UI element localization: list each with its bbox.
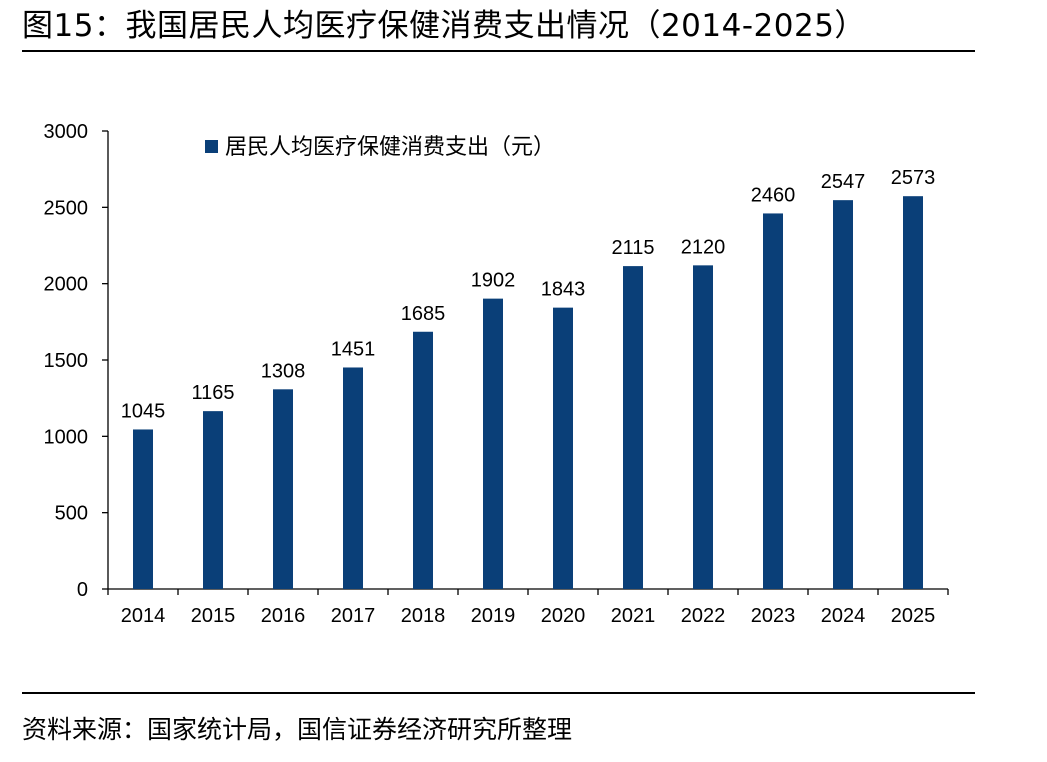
bar [903,196,923,589]
y-tick-label: 500 [55,503,88,525]
x-tick-label: 2020 [541,605,586,627]
bar-value-label: 1902 [471,270,516,292]
bar [343,367,363,589]
x-tick-label: 2021 [611,605,656,627]
y-axis: 0 500 1000 1500 2000 2500 3000 [44,121,109,601]
bar-value-label: 2573 [891,167,936,189]
bar [273,389,293,589]
x-tick-label: 2014 [121,605,166,627]
y-tick-label: 2500 [44,197,89,219]
x-tick-label: 2024 [821,605,866,627]
bar-value-label: 2120 [681,236,726,258]
source-note: 资料来源：国家统计局，国信证券经济研究所整理 [22,715,573,744]
bar-value-label: 1308 [261,360,306,382]
x-tick-label: 2019 [471,605,516,627]
y-tick-label: 2000 [44,274,89,296]
x-tick-label: 2017 [331,605,376,627]
y-tick-label: 1500 [44,350,89,372]
bar [623,266,643,589]
legend-label: 居民人均医疗保健消费支出（元） [225,135,555,160]
bar-value-label: 1451 [331,338,376,360]
y-tick-label: 1000 [44,426,89,448]
source-divider [22,692,975,694]
chart-legend: 居民人均医疗保健消费支出（元） [205,135,555,160]
bar-value-label: 2547 [821,171,866,193]
x-tick-label: 2022 [681,605,726,627]
x-tick-label: 2016 [261,605,306,627]
x-tick-label: 2023 [751,605,796,627]
title-divider [22,50,975,52]
x-tick-label: 2025 [891,605,936,627]
y-tick-label: 3000 [44,121,89,143]
bar-value-label: 1843 [541,279,586,301]
bar [413,331,433,589]
bar [203,411,223,589]
bar [483,298,503,589]
y-tick-label: 0 [77,579,88,601]
x-tick-label: 2015 [191,605,236,627]
x-axis: 2014 2015 2016 2017 2018 2019 2020 2021 2022 2023… [107,588,949,627]
bar-value-label: 1685 [401,303,446,325]
bar-value-label: 1165 [191,382,234,404]
bar-series: 1045 1165 1308 1451 1685 1902 1843 2115 2120 2460… [121,167,936,589]
bar-value-label: 1045 [121,400,166,422]
bar [133,429,153,589]
x-tick-label: 2018 [401,605,446,627]
bar [693,265,713,589]
legend-swatch [205,140,218,153]
bar-value-label: 2460 [751,184,796,206]
bar [833,200,853,589]
bar-value-label: 2115 [611,237,654,259]
bar [763,213,783,589]
bar [553,307,573,589]
figure-title: 图15：我国居民人均医疗保健消费支出情况（2014-2025） [22,8,866,44]
